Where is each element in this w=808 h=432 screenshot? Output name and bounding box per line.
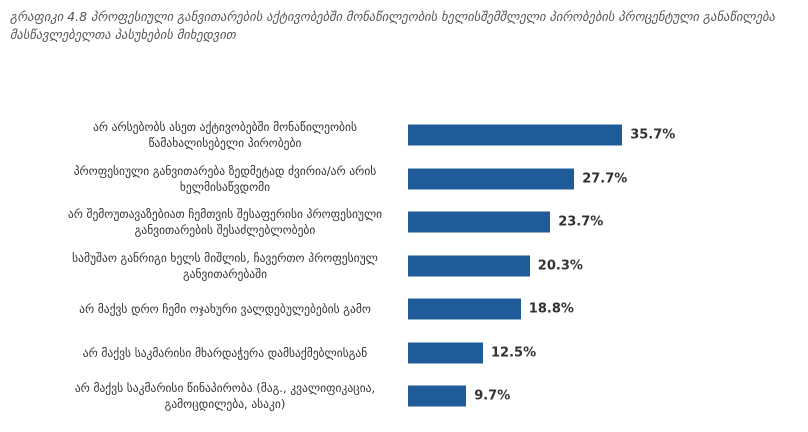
bar — [408, 168, 575, 189]
bar — [408, 298, 521, 320]
value-label: 20.3% — [537, 258, 583, 273]
bar — [408, 255, 530, 276]
category-label: არ მაქვს დრო ჩემი ოჯახური ვალდებულებების… — [79, 302, 371, 316]
category-label: არ შემოუთავაზებიათ ჩემთვის შესაფერისი პრ… — [67, 207, 383, 237]
value-label: 18.8% — [528, 301, 574, 317]
value-label: 9.7% — [474, 388, 511, 404]
chart-title: გრაფიკი 4.8 პროფესიული განვითარების აქტი… — [10, 9, 775, 42]
bar — [408, 385, 467, 407]
value-label: 23.7% — [558, 214, 604, 230]
category-label: არ მაქვს საკმარისი წინაპირობა (მაგ., კვა… — [74, 381, 376, 411]
category-label: არ არსებობს ასეთ აქტივობებში მონაწილეობი… — [93, 120, 357, 150]
bar — [408, 211, 551, 233]
category-label: სამუშაო განრიგი ხელს მიშლის, ჩავერთო პრო… — [72, 250, 378, 281]
bar — [408, 342, 483, 363]
value-label: 27.7% — [582, 171, 628, 186]
bar — [408, 124, 623, 146]
value-label: 35.7% — [630, 127, 676, 143]
category-label: არ მაქვს საკმარისი მხარდაჭერა დამსაქმებლ… — [82, 345, 368, 360]
category-label: პროფესიული განვითარება ზედმეტად ძვირია/ა… — [73, 163, 377, 194]
value-label: 12.5% — [491, 345, 537, 360]
